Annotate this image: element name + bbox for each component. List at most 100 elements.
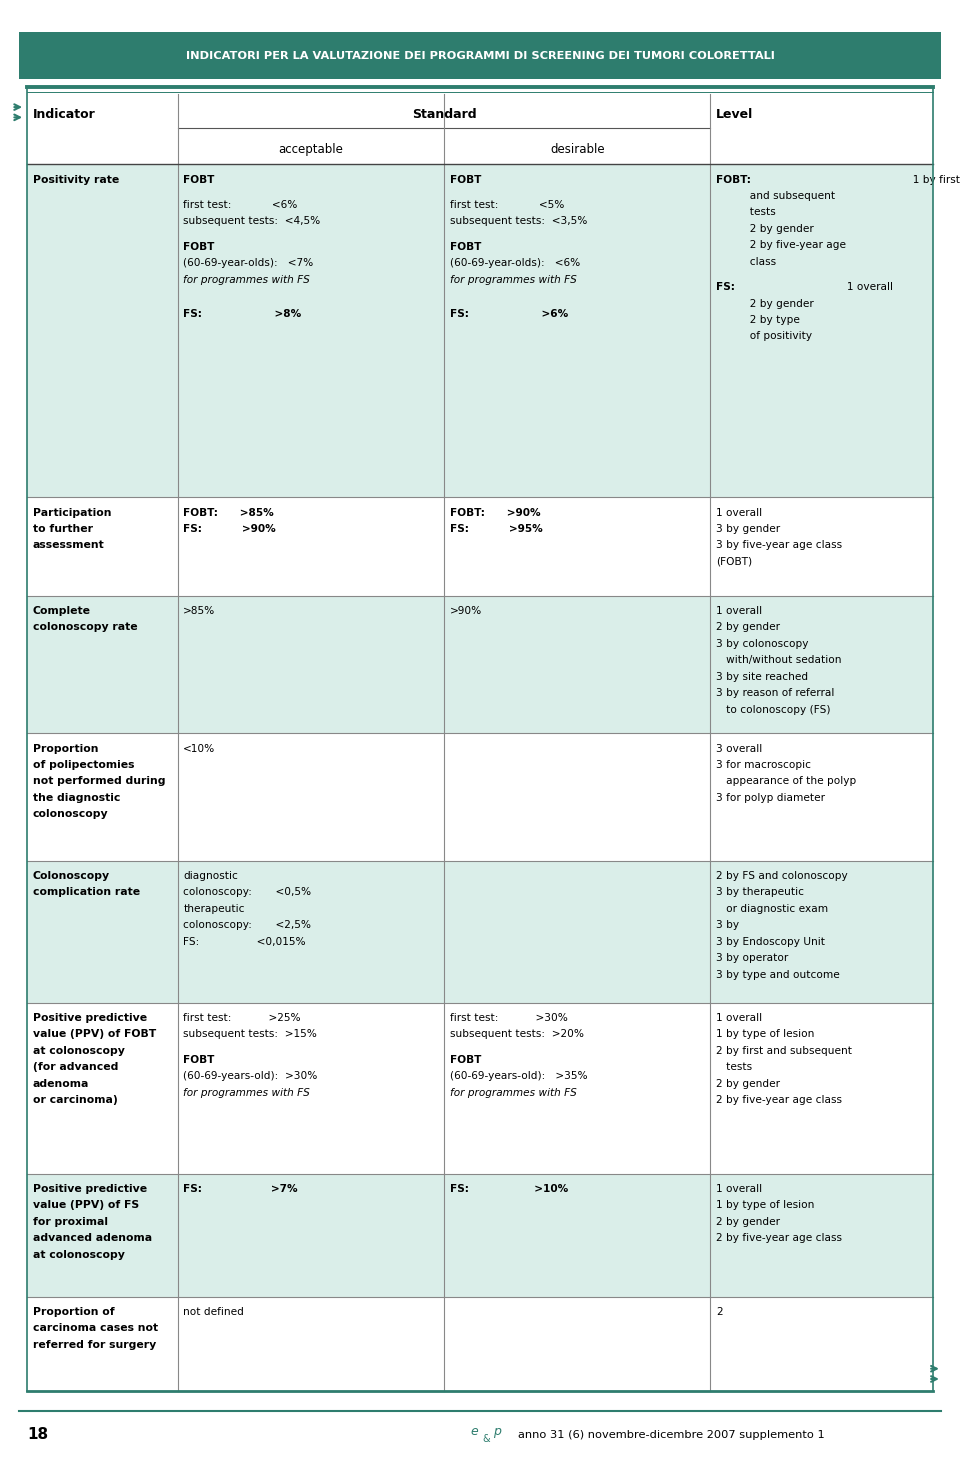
Text: Level: Level: [716, 109, 754, 120]
Text: Complete: Complete: [33, 606, 90, 616]
Text: advanced adenoma: advanced adenoma: [33, 1234, 152, 1243]
Text: acceptable: acceptable: [278, 144, 344, 156]
Text: 1 overall: 1 overall: [830, 282, 893, 292]
Text: Proportion: Proportion: [33, 744, 98, 754]
Text: of positivity: of positivity: [716, 332, 812, 342]
Text: FS:           >95%: FS: >95%: [450, 524, 543, 534]
Text: for programmes with FS: for programmes with FS: [450, 274, 577, 285]
Text: 1 by type of lesion: 1 by type of lesion: [716, 1200, 814, 1210]
Text: or carcinoma): or carcinoma): [33, 1094, 117, 1105]
Text: e: e: [470, 1426, 478, 1438]
Text: complication rate: complication rate: [33, 888, 140, 898]
Text: for programmes with FS: for programmes with FS: [183, 1087, 310, 1097]
Text: first test:           >25%: first test: >25%: [183, 1012, 301, 1022]
Text: FOBT:: FOBT:: [716, 175, 751, 185]
Text: or diagnostic exam: or diagnostic exam: [716, 904, 828, 914]
Text: with/without sedation: with/without sedation: [716, 656, 842, 666]
Text: 2 by gender: 2 by gender: [716, 224, 814, 233]
Text: 3 by operator: 3 by operator: [716, 954, 788, 964]
Text: 18: 18: [27, 1427, 48, 1442]
FancyBboxPatch shape: [27, 94, 933, 164]
Text: 1 overall: 1 overall: [716, 1184, 762, 1194]
Text: FOBT: FOBT: [183, 242, 215, 252]
Text: INDICATORI PER LA VALUTAZIONE DEI PROGRAMMI DI SCREENING DEI TUMORI COLORETTALI: INDICATORI PER LA VALUTAZIONE DEI PROGRA…: [185, 51, 775, 60]
Text: adenoma: adenoma: [33, 1078, 89, 1089]
Text: of polipectomies: of polipectomies: [33, 760, 134, 770]
Text: FOBT:      >85%: FOBT: >85%: [183, 508, 275, 518]
Text: appearance of the polyp: appearance of the polyp: [716, 776, 856, 786]
FancyBboxPatch shape: [19, 32, 941, 79]
Text: colonoscopy:       <0,5%: colonoscopy: <0,5%: [183, 888, 311, 898]
Text: 2 by gender: 2 by gender: [716, 622, 780, 632]
Text: Positive predictive: Positive predictive: [33, 1012, 147, 1022]
Text: assessment: assessment: [33, 540, 105, 550]
Text: subsequent tests:  <3,5%: subsequent tests: <3,5%: [450, 217, 588, 226]
Text: (for advanced: (for advanced: [33, 1062, 118, 1072]
Text: Participation: Participation: [33, 508, 111, 518]
Text: first test:            <6%: first test: <6%: [183, 200, 298, 210]
Text: >85%: >85%: [183, 606, 216, 616]
Text: class: class: [716, 257, 777, 267]
Text: colonoscopy:       <2,5%: colonoscopy: <2,5%: [183, 920, 311, 930]
Text: 2: 2: [716, 1307, 723, 1317]
FancyBboxPatch shape: [27, 596, 933, 734]
Text: tests: tests: [716, 207, 776, 217]
Text: FS:                    >6%: FS: >6%: [450, 310, 568, 320]
Text: p: p: [493, 1426, 501, 1438]
Text: (60-69-years-old):  >30%: (60-69-years-old): >30%: [183, 1071, 318, 1081]
Text: 3 by: 3 by: [716, 920, 739, 930]
Text: referred for surgery: referred for surgery: [33, 1339, 156, 1350]
Text: for proximal: for proximal: [33, 1216, 108, 1226]
Text: 3 by gender: 3 by gender: [716, 524, 780, 534]
Text: 3 by colonoscopy: 3 by colonoscopy: [716, 640, 808, 648]
Text: 2 by type: 2 by type: [716, 315, 800, 326]
Text: at colonoscopy: at colonoscopy: [33, 1250, 125, 1260]
Text: Proportion of: Proportion of: [33, 1307, 114, 1317]
Text: 3 for polyp diameter: 3 for polyp diameter: [716, 792, 826, 802]
Text: for programmes with FS: for programmes with FS: [183, 274, 310, 285]
Text: (60-69-years-old):   >35%: (60-69-years-old): >35%: [450, 1071, 588, 1081]
Text: &: &: [482, 1435, 490, 1444]
Text: subsequent tests:  <4,5%: subsequent tests: <4,5%: [183, 217, 321, 226]
Text: 3 by Endoscopy Unit: 3 by Endoscopy Unit: [716, 937, 826, 946]
Text: 3 by therapeutic: 3 by therapeutic: [716, 888, 804, 898]
Text: 2 by FS and colonoscopy: 2 by FS and colonoscopy: [716, 871, 848, 882]
Text: FS:           >90%: FS: >90%: [183, 524, 276, 534]
Text: 1 overall: 1 overall: [716, 508, 762, 518]
Text: colonoscopy rate: colonoscopy rate: [33, 622, 137, 632]
Text: value (PPV) of FOBT: value (PPV) of FOBT: [33, 1030, 156, 1039]
FancyBboxPatch shape: [27, 861, 933, 1002]
Text: FS:                    >8%: FS: >8%: [183, 310, 301, 320]
Text: 2 by five-year age: 2 by five-year age: [716, 241, 846, 251]
Text: 3 by reason of referral: 3 by reason of referral: [716, 688, 834, 698]
Text: 3 by five-year age class: 3 by five-year age class: [716, 540, 842, 550]
Text: Positivity rate: Positivity rate: [33, 175, 119, 185]
Text: diagnostic: diagnostic: [183, 871, 238, 882]
Text: 1 by first: 1 by first: [906, 175, 960, 185]
Text: FOBT:      >90%: FOBT: >90%: [450, 508, 540, 518]
Text: 2 by gender: 2 by gender: [716, 1216, 780, 1226]
Text: Positive predictive: Positive predictive: [33, 1184, 147, 1194]
Text: FOBT: FOBT: [450, 242, 482, 252]
Text: 2 by five-year age class: 2 by five-year age class: [716, 1094, 842, 1105]
Text: the diagnostic: the diagnostic: [33, 792, 120, 802]
Text: 3 by site reached: 3 by site reached: [716, 672, 808, 682]
Text: to further: to further: [33, 524, 92, 534]
Text: 2 by gender: 2 by gender: [716, 1078, 780, 1089]
Text: and subsequent: and subsequent: [716, 191, 835, 201]
Text: colonoscopy: colonoscopy: [33, 810, 108, 820]
Text: desirable: desirable: [550, 144, 605, 156]
Text: 1 overall: 1 overall: [716, 1012, 762, 1022]
Text: at colonoscopy: at colonoscopy: [33, 1046, 125, 1056]
Text: FOBT: FOBT: [450, 1055, 482, 1065]
Text: 3 by type and outcome: 3 by type and outcome: [716, 970, 840, 980]
Text: anno 31 (6) novembre-dicembre 2007 supplemento 1: anno 31 (6) novembre-dicembre 2007 suppl…: [518, 1430, 826, 1439]
Text: (60-69-year-olds):   <6%: (60-69-year-olds): <6%: [450, 258, 581, 268]
Text: Colonoscopy: Colonoscopy: [33, 871, 109, 882]
Text: Indicator: Indicator: [33, 109, 95, 120]
Text: tests: tests: [716, 1062, 753, 1072]
Text: FOBT: FOBT: [183, 175, 215, 185]
Text: first test:           >30%: first test: >30%: [450, 1012, 568, 1022]
Text: subsequent tests:  >20%: subsequent tests: >20%: [450, 1030, 585, 1039]
Text: FOBT: FOBT: [183, 1055, 215, 1065]
